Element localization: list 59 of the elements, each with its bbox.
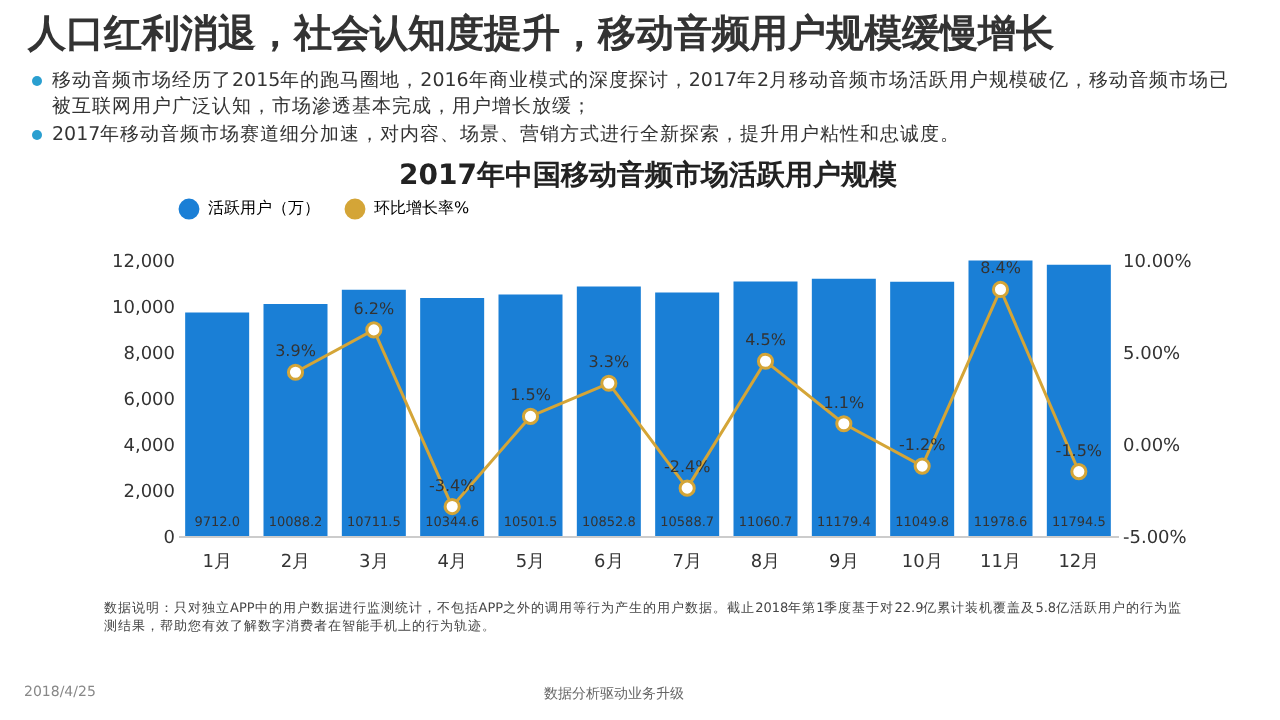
text: 2017年移动音频市场赛道细分加速，对内容、场景、营销方式进行全新探索，提升用户粘性和忠诚度。: [52, 122, 1232, 148]
bar: [263, 303, 328, 536]
x-tick-label: 4月: [437, 553, 467, 573]
point: [365, 321, 383, 339]
x-tick-label: 10月: [901, 553, 943, 573]
x-tick-label: 8月: [750, 553, 781, 573]
y-tick-label: 10,000: [112, 299, 176, 319]
bar: [185, 312, 250, 536]
bar: [733, 281, 798, 536]
x-tick-label: 1月: [202, 553, 232, 573]
x-tick-label: 2月: [280, 553, 311, 573]
data-label: 4.5%: [745, 331, 787, 350]
text: 移动音频市场经历了2015年的跑马圈地，2016年商业模式的深度探讨，2017年2月移动音频市场活跃用户规模破亿，移动音频市场已被互联网用户广泛认知，市场渗透基本完成，用户增长放缓；: [52, 68, 1232, 120]
x-tick-label: 6月: [594, 553, 624, 573]
x-tick-label: 7月: [672, 553, 702, 573]
point: [756, 352, 775, 370]
point: [443, 498, 461, 516]
bar: [420, 298, 485, 536]
x-tick-label: 12月: [1058, 553, 1100, 573]
bar: [1046, 264, 1111, 536]
y2-tick-label: 5.00%: [1123, 345, 1182, 365]
y2-tick-label: -5.00%: [1123, 529, 1188, 549]
y2-tick-label: 0.00%: [1123, 437, 1182, 457]
data-label: 1.5%: [510, 386, 552, 405]
data-label: 8.4%: [980, 259, 1022, 278]
bar: [968, 260, 1033, 536]
legend-label: 活跃用户（万）: [208, 199, 320, 218]
y-tick-label: 8,000: [123, 345, 176, 365]
point: [286, 363, 305, 381]
point: [600, 374, 618, 392]
y-tick-label: 12,000: [112, 253, 176, 273]
x-tick-label: 11月: [980, 553, 1021, 573]
point: [521, 407, 540, 425]
y-tick-label: 0: [163, 529, 176, 549]
point: [991, 280, 1010, 298]
bar: [341, 289, 406, 536]
point: [678, 479, 696, 497]
text: 人口红利消退，社会认知度提升，移动音频用户规模缓慢增长: [28, 10, 1054, 60]
x-tick-label: 5月: [515, 553, 546, 573]
y-tick-label: 2,000: [123, 483, 176, 503]
bar: [498, 294, 563, 536]
point: [913, 457, 931, 475]
y-tick-label: 6,000: [123, 391, 176, 411]
y-tick-label: 4,000: [123, 437, 176, 457]
legend-label: 环比增长率%: [374, 199, 470, 218]
bar: [890, 281, 955, 536]
data-label: 6.2%: [353, 299, 395, 318]
x-tick-label: 3月: [359, 553, 389, 573]
bar: [811, 278, 876, 536]
bar: [576, 286, 641, 536]
data-label: 3.9%: [275, 342, 317, 361]
y2-tick-label: 10.00%: [1123, 253, 1193, 273]
point: [835, 415, 853, 433]
data-label: 3.3%: [588, 353, 630, 372]
data-label: 1.1%: [823, 393, 865, 412]
point: [1070, 463, 1088, 481]
bar: [655, 292, 720, 536]
chart-title: 2017年中国移动音频市场活跃用户规模: [399, 158, 899, 192]
x-tick-label: 9月: [829, 553, 859, 573]
